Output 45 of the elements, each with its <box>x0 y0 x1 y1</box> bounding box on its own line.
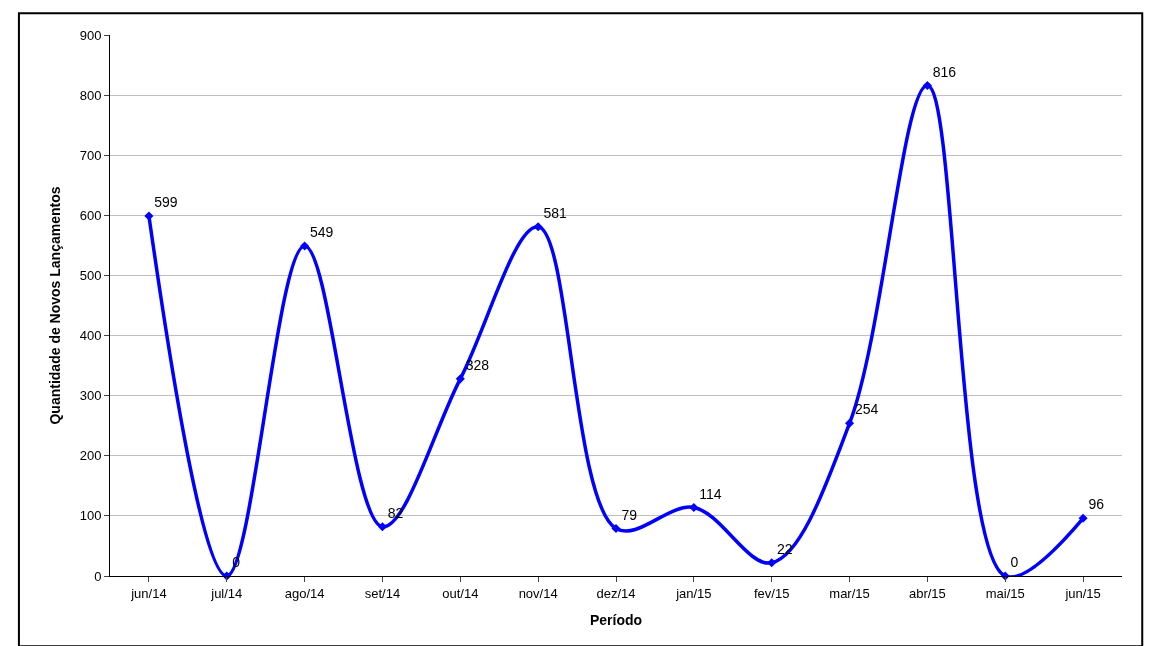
data-label: 816 <box>932 63 957 80</box>
data-label: 254 <box>854 401 879 418</box>
x-tick-label: jan/15 <box>675 585 712 601</box>
x-tick-label: out/14 <box>442 585 479 601</box>
data-label: 96 <box>1088 496 1105 513</box>
x-tick-label: mar/15 <box>829 585 870 601</box>
data-label: 581 <box>543 204 568 221</box>
point <box>144 211 154 221</box>
y-tick-label: 300 <box>79 388 102 404</box>
point <box>377 522 388 532</box>
y-tick-label: 100 <box>79 508 102 524</box>
point <box>767 558 777 568</box>
point <box>922 80 932 91</box>
x-axis-title: Período <box>589 611 643 628</box>
point <box>533 222 543 232</box>
y-tick-label: 600 <box>79 207 102 223</box>
y-tick-label: 700 <box>79 147 102 163</box>
x-tick-label: jun/15 <box>1064 585 1101 601</box>
y-tick-label: 0 <box>94 568 102 584</box>
data-label: 599 <box>154 194 178 211</box>
data-label: 549 <box>309 224 334 241</box>
x-tick-label: ago/14 <box>284 585 325 601</box>
x-tick-label: abr/15 <box>908 585 946 601</box>
y-tick-label: 400 <box>79 328 102 344</box>
x-tick-label: fev/15 <box>753 585 790 601</box>
x-tick-label: jul/14 <box>210 585 243 601</box>
data-label: 0 <box>1010 554 1019 571</box>
y-tick-label: 500 <box>79 267 102 283</box>
x-tick-label: nov/14 <box>518 585 558 601</box>
x-tick-label: mai/15 <box>985 585 1025 601</box>
data-label: 114 <box>699 485 722 502</box>
point <box>300 241 310 251</box>
point <box>1078 513 1088 523</box>
x-tick-label: dez/14 <box>596 585 636 601</box>
x-tick-label: set/14 <box>364 585 401 601</box>
point <box>611 523 621 534</box>
point <box>689 502 699 513</box>
x-tick-label: jun/14 <box>130 585 167 601</box>
y-tick-label: 900 <box>79 27 102 43</box>
y-axis-title: Quantidade de Novos Lançamentos <box>47 186 64 425</box>
y-tick-label: 800 <box>79 87 102 103</box>
point <box>455 374 465 384</box>
data-label: 79 <box>621 506 638 523</box>
y-tick-label: 200 <box>79 448 102 464</box>
point <box>844 418 855 428</box>
